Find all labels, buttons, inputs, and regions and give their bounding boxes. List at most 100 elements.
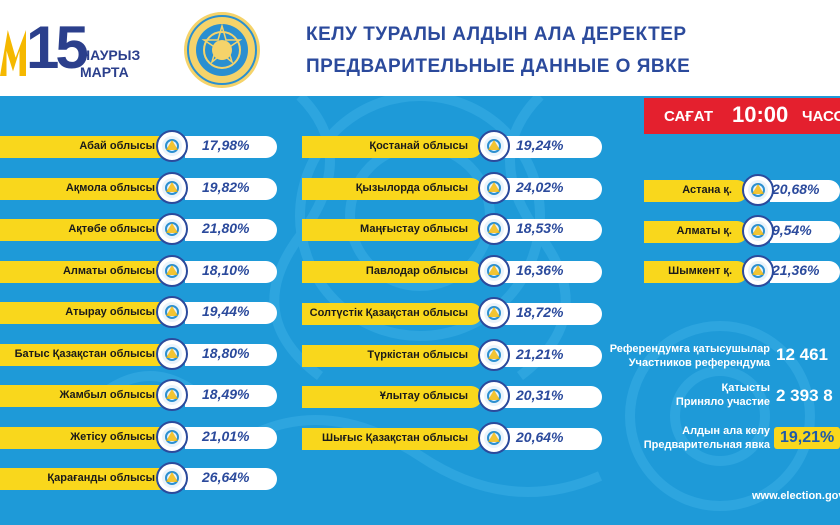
region-name: Жамбыл облысы — [59, 389, 155, 401]
region-row-col1: Абай облысы 17,98% — [0, 130, 277, 162]
region-turnout: 9,54% — [772, 221, 812, 238]
region-turnout: 18,49% — [202, 386, 250, 402]
region-emblem-icon — [478, 130, 510, 162]
region-turnout: 21,80% — [202, 220, 250, 236]
region-name: Қостанай облысы — [369, 140, 468, 152]
region-name: Абай облысы — [79, 140, 155, 152]
logo-line2: МАРТА — [80, 64, 129, 80]
time-banner: САҒАТ 10:00 ЧАСОВ — [644, 98, 840, 134]
region-turnout: 26,64% — [202, 469, 250, 485]
region-name: Ұлытау облысы — [379, 390, 468, 403]
value-bar — [185, 468, 277, 490]
region-turnout: 21,36% — [772, 262, 820, 278]
value-bar — [770, 261, 840, 283]
region-emblem-icon — [478, 421, 510, 454]
value-bar — [185, 385, 277, 407]
region-turnout: 20,68% — [772, 181, 820, 197]
value-bar — [502, 219, 602, 242]
region-bar — [302, 344, 482, 367]
region-turnout: 19,44% — [202, 303, 250, 319]
m-logo-icon — [0, 30, 26, 76]
region-row-col1: Жамбыл облысы 18,49% — [0, 379, 277, 411]
region-row-col1: Ақтөбе облысы 21,80% — [0, 213, 277, 245]
value-bar — [502, 136, 602, 158]
region-bar — [0, 219, 170, 241]
region-bar — [302, 261, 482, 284]
region-bar — [0, 260, 170, 283]
region-name: Астана қ. — [682, 184, 732, 196]
region-bar — [0, 343, 170, 366]
region-emblem-icon — [742, 255, 774, 287]
cec-emblem-icon — [182, 10, 262, 90]
region-bar — [302, 219, 482, 242]
region-bar — [302, 136, 482, 158]
region-name: Қызылорда облысы — [355, 181, 468, 194]
region-name: Алматы облысы — [62, 264, 155, 277]
region-name: Атырау облысы — [65, 306, 155, 318]
region-turnout: 20,31% — [516, 387, 564, 404]
city-row: Алматы қ. 9,54% — [644, 214, 840, 247]
title-kazakh: КЕЛУ ТУРАЛЫ АЛДЫН АЛА ДЕРЕКТЕР — [306, 24, 687, 45]
region-emblem-icon — [478, 171, 510, 204]
participants-label-ru: Участников референдума — [628, 357, 770, 369]
region-bar — [644, 261, 748, 283]
region-name: Түркістан облысы — [367, 348, 468, 361]
region-name: Солтүстік Қазақстан облысы — [309, 306, 468, 319]
region-name: Шығыс Қазақстан облысы — [322, 431, 468, 444]
turnout-label-kz: Алдын ала келу — [682, 425, 770, 437]
region-bar — [302, 177, 482, 200]
region-bar — [302, 427, 482, 450]
region-row-col2: Солтүстік Қазақстан облысы 18,72% — [302, 296, 602, 329]
region-turnout: 18,53% — [516, 220, 564, 237]
region-emblem-icon — [156, 254, 188, 287]
region-turnout: 21,21% — [516, 345, 564, 362]
region-turnout: 19,24% — [516, 137, 564, 153]
region-name: Маңғыстау облысы — [360, 223, 468, 236]
time-suffix: ЧАСОВ — [802, 108, 840, 125]
region-name: Жетісу облысы — [70, 430, 155, 443]
value-bar — [185, 177, 277, 200]
region-name: Қарағанды облысы — [47, 472, 155, 484]
website-link[interactable]: www.election.gov — [752, 490, 840, 502]
region-row-col1: Батыс Қазақстан облысы 18,80% — [0, 337, 277, 370]
region-row-col1: Жетісу облысы 21,01% — [0, 420, 277, 453]
region-bar — [302, 386, 482, 409]
region-row-col1: Атырау облысы 19,44% — [0, 296, 277, 328]
region-bar — [0, 177, 170, 200]
region-emblem-icon — [478, 296, 510, 329]
logo-line1: НАУРЫЗ — [80, 47, 141, 63]
region-bar — [0, 302, 170, 324]
value-bar — [185, 260, 277, 283]
logo-number: 15 — [26, 14, 89, 81]
region-bar — [302, 302, 482, 325]
value-bar — [185, 136, 277, 158]
region-emblem-icon — [156, 337, 188, 370]
region-name: Алматы қ. — [676, 224, 732, 237]
region-bar — [644, 220, 748, 243]
region-row-col2: Қызылорда облысы 24,02% — [302, 171, 602, 204]
value-bar — [502, 344, 602, 367]
region-emblem-icon — [156, 462, 188, 494]
value-bar — [502, 261, 602, 284]
region-emblem-icon — [478, 338, 510, 371]
title-russian: ПРЕДВАРИТЕЛЬНЫЕ ДАННЫЕ О ЯВКЕ — [306, 56, 691, 77]
region-emblem-icon — [156, 420, 188, 453]
time-value: 10:00 — [732, 102, 789, 127]
region-emblem-icon — [742, 214, 774, 247]
participants-label-kz: Референдумға қатысушылар — [609, 343, 770, 355]
region-bar — [0, 468, 170, 490]
region-emblem-icon — [156, 171, 188, 204]
region-turnout: 17,98% — [202, 137, 250, 153]
voted-label-kz: Қатысты — [721, 382, 770, 394]
region-bar — [644, 180, 748, 202]
region-name: Ақтөбе облысы — [68, 223, 155, 235]
value-bar — [770, 220, 840, 243]
voted-value: 2 393 8 — [776, 386, 833, 405]
header: 15 НАУРЫЗ МАРТА КЕЛУ ТУРАЛЫ АЛДЫН АЛА ДЕ… — [0, 0, 840, 96]
value-bar — [502, 386, 602, 409]
value-bar — [185, 343, 277, 366]
region-row-col1: Ақмола облысы 19,82% — [0, 171, 277, 204]
value-bar — [502, 427, 602, 450]
participants-value: 12 461 — [776, 345, 828, 364]
value-bar — [185, 219, 277, 241]
